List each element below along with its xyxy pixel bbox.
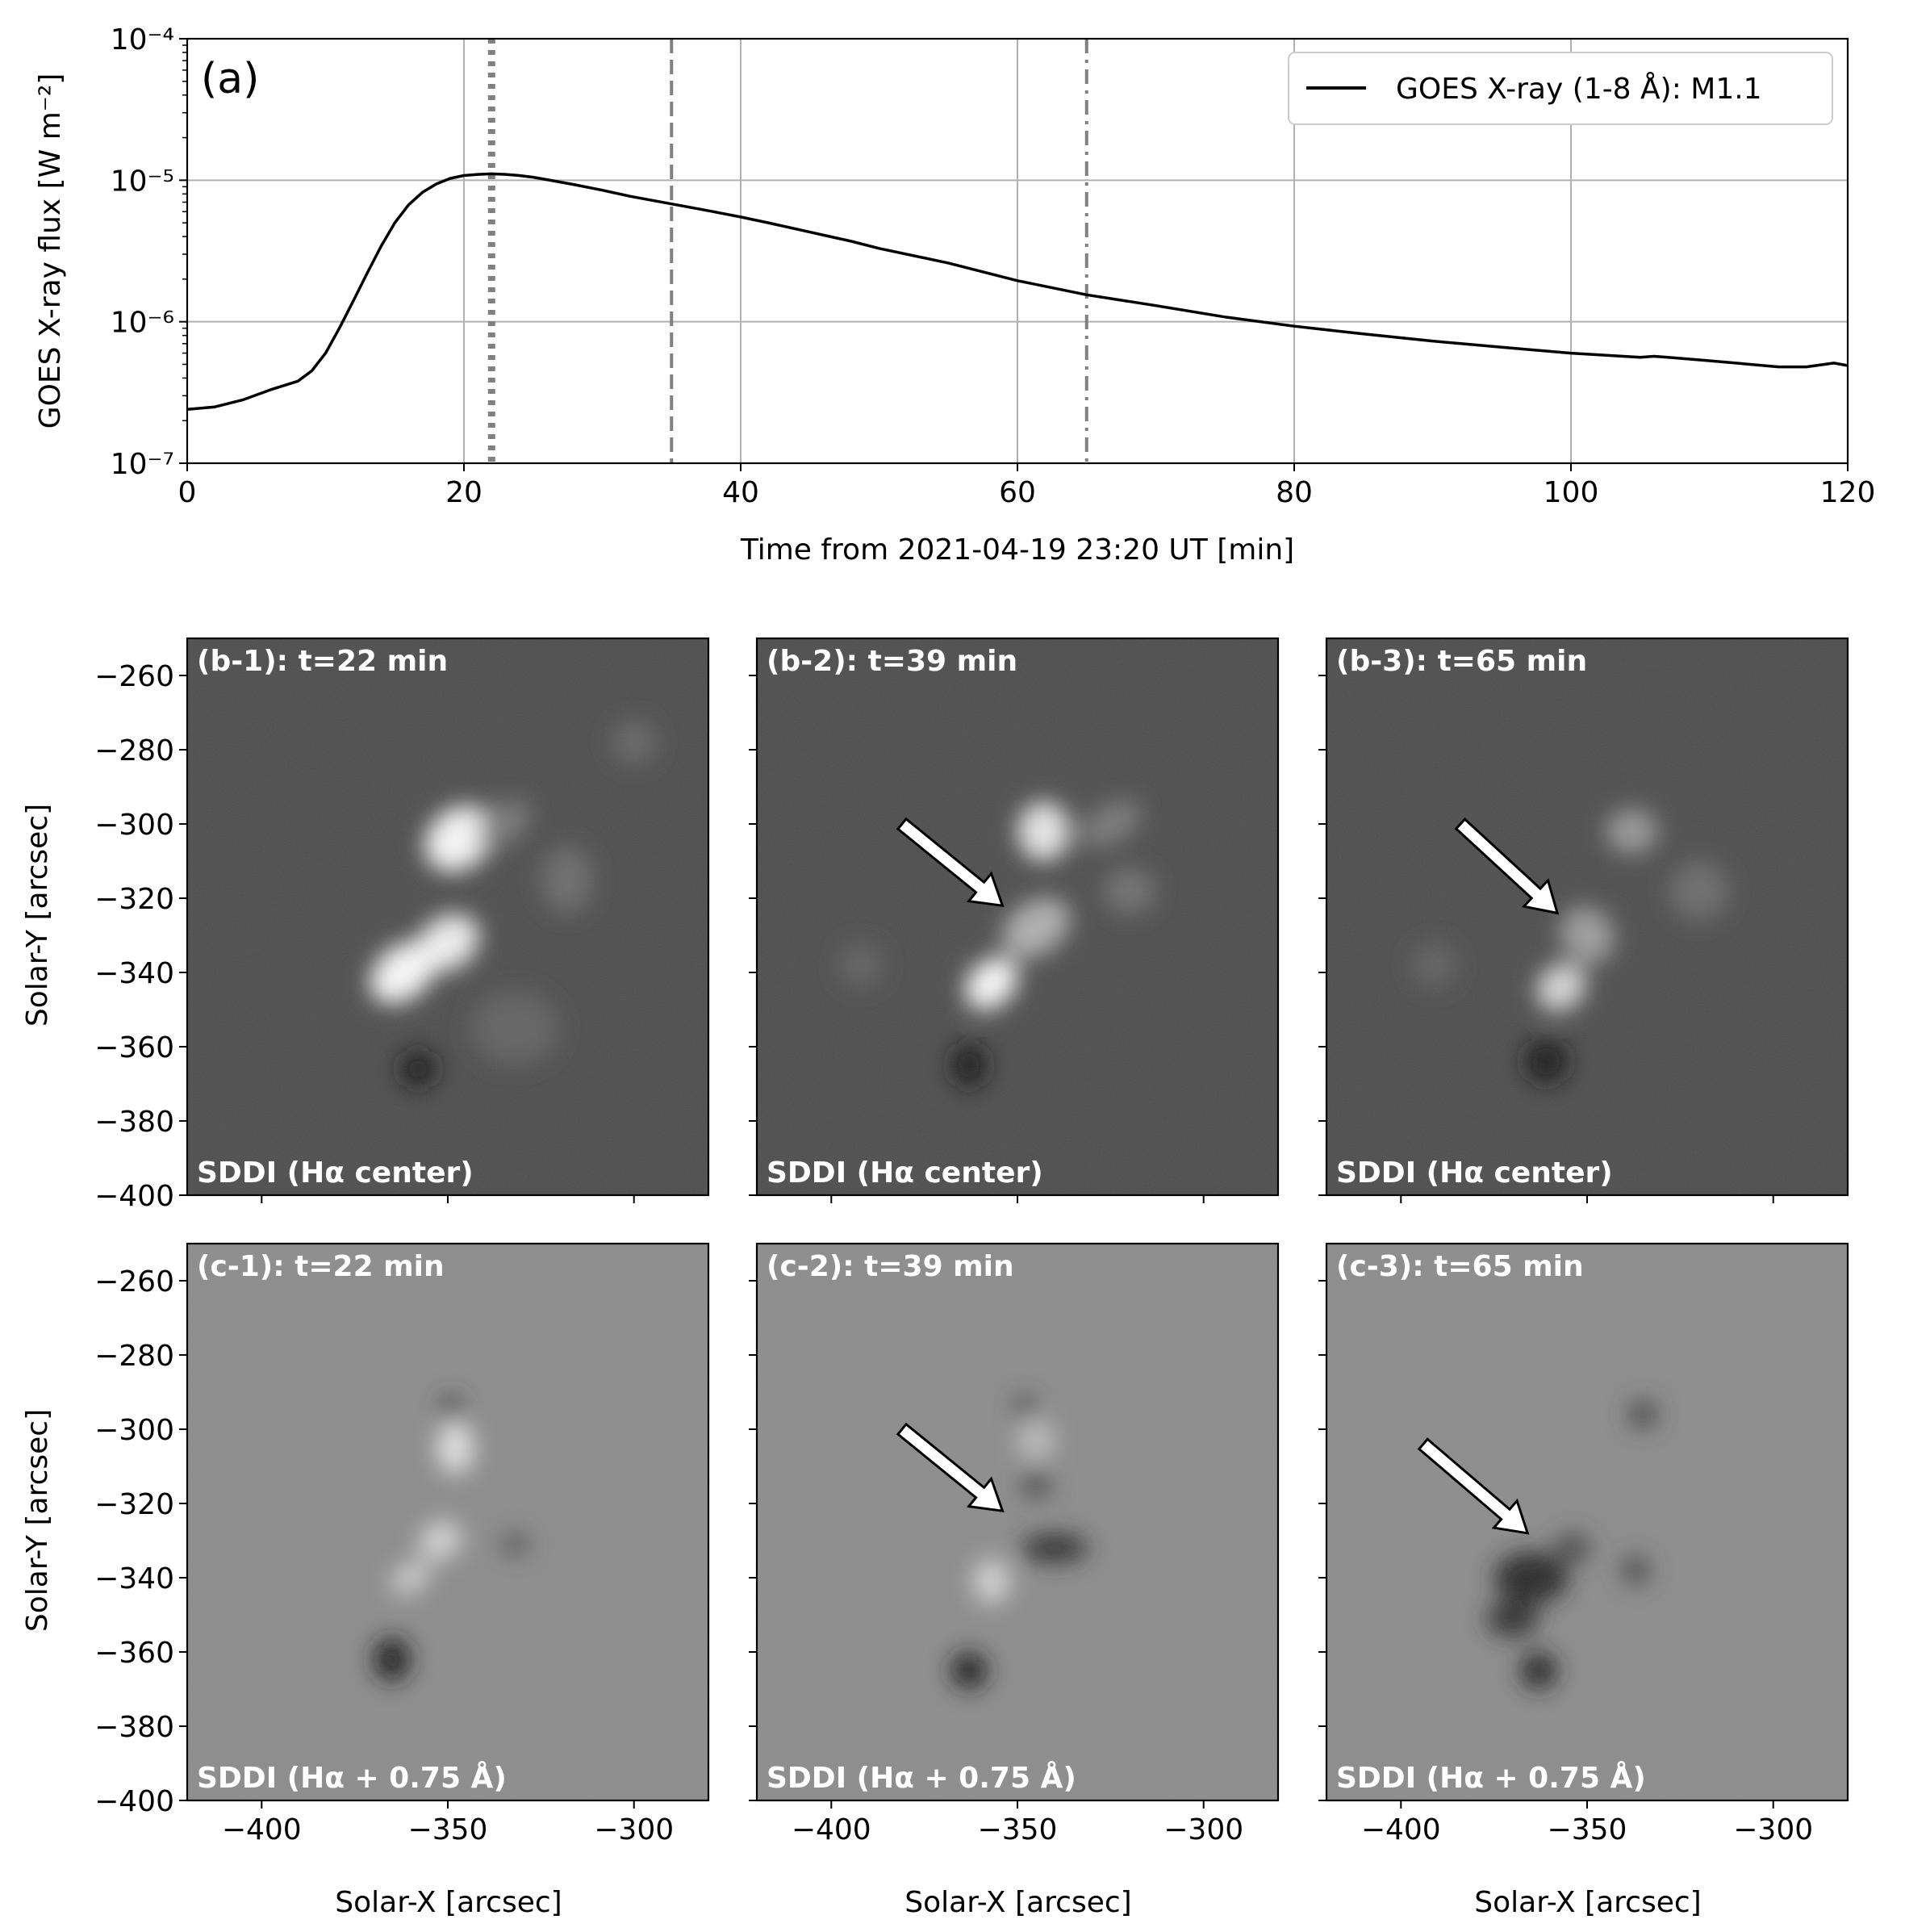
x-tick-label: −400 — [222, 1813, 302, 1846]
image-content — [757, 638, 1278, 1195]
image-panel-b-1: (b-1): t=22 min SDDI (Hα center) −260 −280 −… — [94, 637, 710, 1213]
panel-caption: SDDI (Hα + 0.75 Å) — [197, 1761, 507, 1795]
y-axis-label-row-2: Solar-Y [arcsec] — [21, 1409, 54, 1632]
legend: GOES X-ray (1-8 Å): M1.1 — [1288, 52, 1833, 125]
panel-title: (b-1): t=22 min — [197, 645, 448, 678]
arrow-icon — [1417, 1437, 1530, 1535]
image-content — [187, 638, 708, 1195]
image-content — [757, 1244, 1278, 1800]
y-tick-label: −360 — [94, 1637, 174, 1670]
y-tick-label: −380 — [94, 1106, 174, 1139]
image-panel-c-2: (c-2): t=39 min SDDI (Hα + 0.75 Å) −400 −35… — [749, 1242, 1280, 1846]
legend-entry: GOES X-ray (1-8 Å): M1.1 — [1396, 71, 1762, 106]
y-tick-label: −280 — [94, 1340, 174, 1373]
x-axis-label-col-3: Solar-X [arcsec] — [1474, 1886, 1701, 1919]
y-tick-label: −280 — [94, 734, 174, 767]
arrow-icon — [1454, 817, 1560, 915]
image-noise — [187, 638, 708, 1195]
x-tick-label: −400 — [792, 1813, 871, 1846]
panel-label: (a) — [201, 55, 259, 103]
y-tick-label: −300 — [94, 1414, 174, 1447]
panel-caption: SDDI (Hα center) — [1336, 1156, 1613, 1190]
panel-title: (c-2): t=39 min — [767, 1250, 1014, 1283]
y-tick-label: −340 — [94, 957, 174, 990]
goes-xray-panel: 0 20 40 60 80 100 120 10⁻⁷ 10⁻⁶ 10⁻⁵ 10⁻⁴ (a) Tim… — [34, 23, 1875, 567]
image-panel-b-3: (b-3): t=65 min SDDI (Hα center) — [1318, 637, 1849, 1203]
goes-flux-line — [186, 172, 1849, 412]
arrow-icon — [896, 817, 1005, 908]
x-tick-label: −350 — [978, 1813, 1058, 1846]
y-tick-label: −260 — [94, 660, 174, 693]
image-noise — [187, 1244, 708, 1800]
x-tick-label: −400 — [1361, 1813, 1441, 1846]
x-tick-label: 60 — [999, 476, 1036, 509]
image-panel-b-2: (b-2): t=39 min SDDI (Hα center) — [749, 637, 1280, 1203]
y-tick-label: −360 — [94, 1031, 174, 1064]
panel-title: (c-1): t=22 min — [197, 1250, 445, 1283]
image-grid-axis-labels: Solar-Y [arcsec] Solar-Y [arcsec] Solar-… — [21, 804, 1702, 1919]
y-axis-label: GOES X-ray flux [W m⁻²] — [34, 73, 67, 429]
x-tick-label: 100 — [1544, 476, 1599, 509]
image-panel-c-3: (c-3): t=65 min SDDI (Hα + 0.75 Å) −400 −35… — [1318, 1242, 1849, 1846]
x-tick-label: −300 — [594, 1813, 674, 1846]
panel-title: (b-3): t=65 min — [1336, 645, 1587, 678]
y-tick-label: −260 — [94, 1265, 174, 1298]
x-axis-label-col-1: Solar-X [arcsec] — [335, 1886, 562, 1919]
event-time-markers — [487, 39, 1088, 463]
y-tick-label: 10⁻⁵ — [111, 165, 174, 198]
x-tick-label: −300 — [1163, 1813, 1243, 1846]
x-tick-label: 120 — [1820, 476, 1876, 509]
panel-caption: SDDI (Hα + 0.75 Å) — [767, 1761, 1076, 1795]
panel-caption: SDDI (Hα center) — [197, 1156, 474, 1190]
x-tick-label: −300 — [1733, 1813, 1813, 1846]
x-tick-label: 40 — [722, 476, 759, 509]
image-noise — [757, 1244, 1278, 1800]
y-tick-label: 10⁻⁶ — [111, 307, 174, 340]
image-content — [1326, 1244, 1848, 1800]
y-axis-label-row-1: Solar-Y [arcsec] — [21, 804, 54, 1027]
y-tick-label: −320 — [94, 1488, 174, 1521]
y-tick-label: −320 — [94, 883, 174, 916]
x-axis-label-col-2: Solar-X [arcsec] — [904, 1886, 1131, 1919]
x-tick-label: 80 — [1276, 476, 1313, 509]
flux-series — [186, 172, 1849, 412]
y-tick-label: −340 — [94, 1562, 174, 1595]
panel-title: (c-3): t=65 min — [1336, 1250, 1584, 1283]
y-tick-label: −400 — [94, 1785, 174, 1818]
y-tick-label: 10⁻⁴ — [111, 23, 174, 56]
y-axis-ticks: 10⁻⁷ 10⁻⁶ 10⁻⁵ 10⁻⁴ — [111, 23, 187, 481]
sddi-image-grid: (b-1): t=22 min SDDI (Hα center) −260 −280 −… — [94, 637, 1849, 1846]
x-axis-ticks: 0 20 40 60 80 100 120 — [178, 463, 1876, 509]
y-tick-label: 10⁻⁷ — [111, 448, 174, 481]
panel-title: (b-2): t=39 min — [767, 645, 1017, 678]
x-tick-label: 0 — [178, 476, 197, 509]
y-tick-label: −300 — [94, 809, 174, 842]
image-noise — [757, 638, 1278, 1195]
x-tick-label: −350 — [1548, 1813, 1627, 1846]
x-tick-label: 20 — [445, 476, 483, 509]
image-content — [187, 1244, 708, 1800]
arrow-icon — [896, 1422, 1005, 1513]
y-tick-label: −380 — [94, 1711, 174, 1744]
y-tick-label: −400 — [94, 1180, 174, 1213]
panel-caption: SDDI (Hα + 0.75 Å) — [1336, 1761, 1646, 1795]
panel-caption: SDDI (Hα center) — [767, 1156, 1043, 1190]
image-content — [1326, 638, 1848, 1195]
image-panel-c-1: (c-1): t=22 min SDDI (Hα + 0.75 Å) −400 −35… — [94, 1242, 710, 1846]
x-tick-label: −350 — [408, 1813, 488, 1846]
image-noise — [1326, 638, 1848, 1195]
image-noise — [1326, 1244, 1848, 1800]
x-axis-label: Time from 2021-04-19 23:20 UT [min] — [740, 533, 1294, 567]
